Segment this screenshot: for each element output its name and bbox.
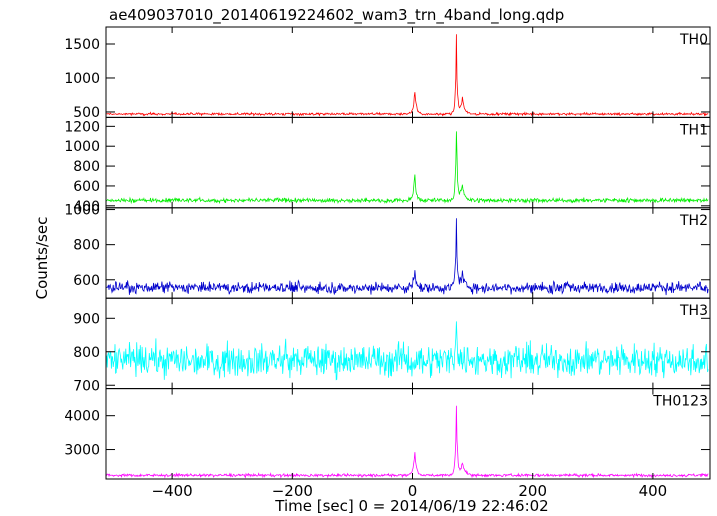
series-line-th3 (106, 321, 709, 381)
panel-th0: 500 1000 1500 TH0 (64, 26, 711, 121)
panel-label: TH2 (679, 213, 708, 229)
x-tick-label: −200 (272, 482, 313, 500)
panels-group: 500 1000 1500 TH0 400 600 800 1000 1200 TH1 600 800… (64, 26, 711, 480)
panel-th2: 600 800 1000 TH2 (64, 203, 711, 299)
y-tick-label: 1000 (64, 71, 100, 87)
y-tick-label: 800 (73, 345, 100, 361)
panel-frame (105, 297, 711, 390)
y-tick-label: 1000 (64, 203, 100, 219)
panel-frame (105, 388, 711, 480)
x-tick-label: 200 (518, 482, 547, 500)
panel-frame (105, 116, 711, 209)
y-tick-label: 800 (73, 238, 100, 254)
y-tick-label: 3000 (64, 443, 100, 459)
x-axis-label: Time [sec] 0 = 2014/06/19 22:46:02 (274, 497, 548, 515)
series-line-th1 (106, 131, 709, 205)
y-tick-label: 4000 (64, 409, 100, 425)
y-tick-label: 900 (73, 311, 100, 327)
panel-th3: 700 800 900 TH3 (73, 297, 711, 394)
y-tick-label: 700 (73, 378, 100, 394)
panel-label: TH3 (679, 303, 708, 319)
y-axis-label: Counts/sec (33, 217, 51, 300)
chart-title: ae409037010_20140619224602_wam3_trn_4ban… (109, 6, 564, 25)
panel-label: TH0123 (652, 394, 708, 410)
y-tick-label: 600 (73, 179, 100, 195)
x-tick-label: 0 (408, 482, 418, 500)
series-line-th0123 (106, 405, 709, 479)
panel-label: TH1 (679, 122, 708, 138)
y-tick-label: 600 (73, 273, 100, 289)
x-tick-label: −400 (152, 482, 193, 500)
panel-label: TH0 (679, 32, 708, 48)
panel-th1: 400 600 800 1000 1200 TH1 (64, 116, 711, 215)
y-tick-label: 1200 (64, 119, 100, 135)
panel-frame (105, 26, 711, 118)
panel-th0123: 3000 4000 TH0123 (64, 388, 711, 480)
series-line-th2 (106, 218, 709, 296)
series-line-th0 (106, 34, 709, 117)
x-axis: −400 −200 0 200 400 (152, 482, 668, 500)
y-tick-label: 500 (73, 105, 100, 121)
y-tick-label: 1000 (64, 139, 100, 155)
y-tick-label: 800 (73, 159, 100, 175)
y-tick-label: 1500 (64, 37, 100, 53)
y-tick-label: 400 (73, 199, 100, 215)
x-tick-label: 400 (639, 482, 668, 500)
